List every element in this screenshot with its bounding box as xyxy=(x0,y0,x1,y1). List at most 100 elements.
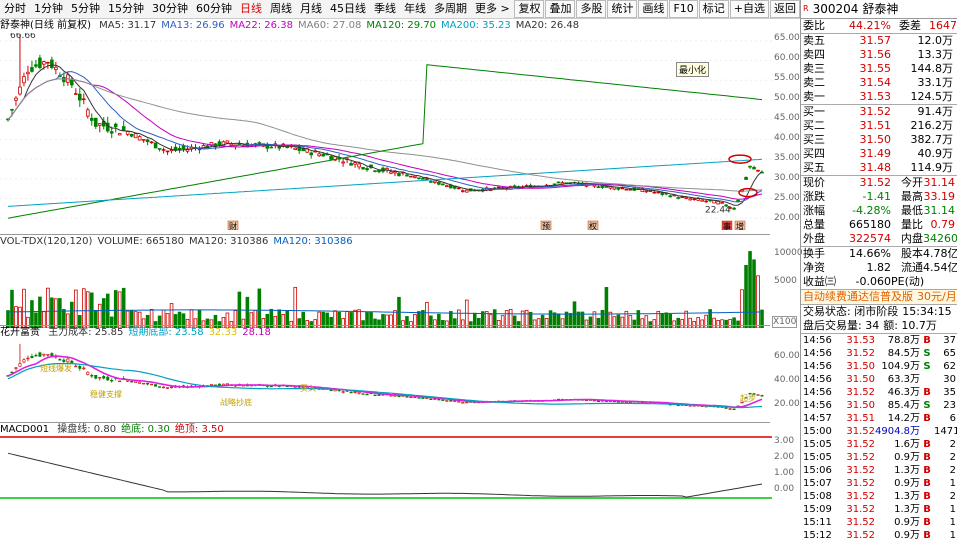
ask-row-0[interactable]: 卖五 31.57 12.0万 xyxy=(801,34,957,48)
tick-row: 14:56 31.52 84.5万 S 65 xyxy=(801,347,957,360)
event-marker-4[interactable]: 增 xyxy=(734,220,746,230)
toolbar-button-4[interactable]: 画线 xyxy=(638,0,669,18)
tick-price: 31.52 xyxy=(846,478,875,489)
toolbar-button-2[interactable]: 多股 xyxy=(576,0,607,18)
hk-candle xyxy=(361,393,365,395)
tick-volume: 0.9万 xyxy=(894,452,920,463)
period-tab-1[interactable]: 1分钟 xyxy=(34,2,63,15)
volume-chart[interactable] xyxy=(0,248,772,328)
event-marker-0[interactable]: 财 xyxy=(227,220,239,230)
period-tab-13[interactable]: 更多 > xyxy=(475,2,510,15)
event-marker-2[interactable]: 权 xyxy=(587,220,599,230)
main-y-tick-6: 35.00 xyxy=(774,153,800,163)
event-marker-1[interactable]: 预 xyxy=(540,220,552,230)
tick-row: 15:00 31.52 4904.8万 1471 xyxy=(801,425,957,438)
period-tab-0[interactable]: 分时 xyxy=(4,2,26,15)
minimize-button[interactable]: 最小化 xyxy=(676,62,710,77)
candle xyxy=(441,183,445,186)
main-y-tick-7: 30.00 xyxy=(774,173,800,183)
period-tab-12[interactable]: 多周期 xyxy=(434,2,467,15)
period-tab-3[interactable]: 15分钟 xyxy=(108,2,144,15)
ask-row-2[interactable]: 卖三 31.55 144.8万 xyxy=(801,62,957,76)
volume-bar xyxy=(137,311,142,328)
volume-bar xyxy=(349,312,353,328)
period-tab-5[interactable]: 60分钟 xyxy=(196,2,232,15)
main-y-tick-1: 60.00 xyxy=(774,53,800,63)
bid-volume: 40.9万 xyxy=(917,147,954,160)
period-tab-8[interactable]: 月线 xyxy=(300,2,322,15)
volume-bar xyxy=(82,288,86,328)
trade-status-label: 交易状态: 闭市阶段 xyxy=(803,305,899,318)
volume-bar xyxy=(536,318,541,328)
hk-candle xyxy=(357,392,361,394)
candle xyxy=(89,117,94,121)
volume-bar xyxy=(405,316,409,328)
candlestick-chart[interactable]: 66.66 22.44 财 预 权 事增 xyxy=(0,33,772,230)
period-tab-7[interactable]: 周线 xyxy=(270,2,292,15)
toolbar-button-3[interactable]: 统计 xyxy=(607,0,638,18)
toolbar-button-8[interactable]: 返回 xyxy=(770,0,800,18)
ask-row-1[interactable]: 卖四 31.56 13.3万 xyxy=(801,48,957,62)
event-marker-3[interactable]: 事 xyxy=(721,220,733,230)
candle xyxy=(85,109,90,117)
macd-chart[interactable] xyxy=(0,436,772,500)
tick-row: 15:07 31.52 0.9万 B 1 xyxy=(801,477,957,490)
tick-row: 14:56 31.50 85.4万 S 23 xyxy=(801,399,957,412)
volume-bar xyxy=(373,318,377,328)
toolbar-button-1[interactable]: 叠加 xyxy=(545,0,576,18)
ask-row-4[interactable]: 卖一 31.53 124.5万 xyxy=(801,90,957,104)
quote-value: -4.28% xyxy=(852,204,891,217)
tick-list[interactable]: 14:56 31.53 78.8万 B 37 14:56 31.52 84.5万 S 65 14:5… xyxy=(801,333,957,542)
ma13-line xyxy=(7,71,763,203)
vol-legend-item-2: MA120: 310386 xyxy=(189,236,269,247)
vol-y-axis: 10000 5000 X100 xyxy=(772,248,803,328)
period-tab-4[interactable]: 30分钟 xyxy=(152,2,188,15)
period-tab-6[interactable]: 日线 xyxy=(240,2,262,15)
period-tab-9[interactable]: 45日线 xyxy=(330,2,366,15)
volume-bar xyxy=(492,309,497,328)
toolbar-button-0[interactable]: 复权 xyxy=(514,0,545,18)
diff-label: 委差 xyxy=(899,19,921,32)
quote-label: 涨幅 xyxy=(803,204,825,217)
quote-label: PE(动) xyxy=(891,275,925,288)
quote-row-1: 涨跌 -1.41 最高 33.19 xyxy=(801,190,957,204)
tick-price: 31.53 xyxy=(846,335,875,346)
toolbar-button-6[interactable]: 标记 xyxy=(698,0,729,18)
bid-row-0[interactable]: 买一 31.52 91.4万 xyxy=(801,105,957,119)
bid-row-1[interactable]: 买二 31.51 216.2万 xyxy=(801,119,957,133)
main-y-axis: 65.00 60.00 55.00 50.00 45.00 40.00 35.00 30.00… xyxy=(772,33,800,230)
toolbar-button-5[interactable]: F10 xyxy=(669,0,698,18)
candle xyxy=(680,196,685,199)
candle xyxy=(165,150,170,153)
volume-bar xyxy=(125,310,130,328)
svg-text:预: 预 xyxy=(542,221,550,230)
tick-count: 65 xyxy=(943,348,956,359)
hk-candle xyxy=(14,367,18,369)
toolbar-button-7[interactable]: +自选 xyxy=(729,0,769,18)
volume-bar xyxy=(66,313,70,328)
period-tab-11[interactable]: 年线 xyxy=(404,2,426,15)
ask-row-3[interactable]: 卖二 31.54 33.1万 xyxy=(801,76,957,90)
period-tab-10[interactable]: 季线 xyxy=(374,2,396,15)
ask-price: 31.55 xyxy=(859,62,892,75)
bid-row-3[interactable]: 买四 31.49 40.9万 xyxy=(801,147,957,161)
period-tab-2[interactable]: 5分钟 xyxy=(71,2,100,15)
promo-banner[interactable]: 自动续费通达信普及版 30元/月 xyxy=(801,289,957,304)
quote-row-6: 净资 1.82 流通 4.54亿 xyxy=(801,261,957,275)
volume-bar xyxy=(241,318,246,328)
candle xyxy=(157,148,162,150)
volume-bar xyxy=(133,311,138,328)
candle xyxy=(696,198,700,201)
main-legend-item-1: MA13: 26.96 xyxy=(161,20,225,31)
bid-row-2[interactable]: 买三 31.50 382.7万 xyxy=(801,133,957,147)
tick-price: 31.52 xyxy=(846,439,875,450)
main-legend-item-4: MA120: 29.70 xyxy=(366,20,437,31)
volume-bar xyxy=(460,319,465,328)
volume-bar xyxy=(748,251,752,328)
ask-price: 31.53 xyxy=(859,90,892,103)
ask-volume: 33.1万 xyxy=(917,76,954,89)
bid-row-4[interactable]: 买五 31.48 114.9万 xyxy=(801,161,957,175)
tick-time: 15:05 xyxy=(803,439,832,450)
tick-price: 31.52 xyxy=(846,452,875,463)
